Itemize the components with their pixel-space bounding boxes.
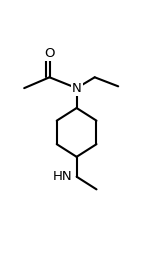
Text: HN: HN xyxy=(52,170,72,183)
Text: N: N xyxy=(72,82,81,95)
Text: O: O xyxy=(44,47,55,60)
